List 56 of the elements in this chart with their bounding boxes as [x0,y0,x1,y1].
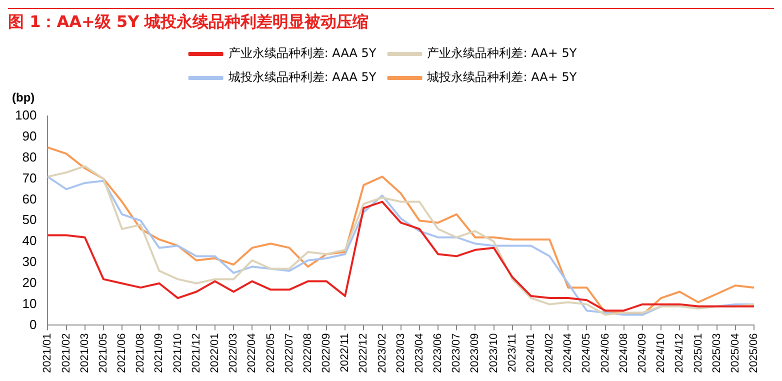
x-tick-label: 2024/04 [562,333,574,374]
y-tick-label: 60 [22,191,37,206]
x-tick-label: 2023/09 [469,333,482,374]
x-tick-label: 2022/12 [358,333,370,374]
x-tick-label: 2024/09 [636,333,649,374]
x-tick-label: 2025/01 [692,333,704,374]
x-tick-label: 2024/02 [544,333,556,374]
x-tick-label: 2022/04 [246,333,258,374]
x-tick-label: 2024/05 [580,333,593,374]
x-tick-label: 2022/01 [209,333,222,374]
x-tick-label: 2022/08 [302,333,314,374]
x-tick-label: 2021/10 [172,333,184,374]
x-tick-label: 2021/01 [42,333,54,374]
y-tick-label: 20 [22,274,37,290]
x-tick-label: 2024/12 [674,333,686,374]
x-tick-label: 2021/12 [190,333,202,374]
legend-label: 产业永续品种利差: AA+ 5Y [427,46,578,60]
x-tick-label: 2021/08 [134,333,147,374]
x-tick-label: 2025/06 [748,333,760,374]
x-tick-label: 2021/03 [78,333,91,374]
x-tick-label: 2022/03 [228,333,240,374]
x-tick-label: 2024/06 [599,333,612,374]
x-tick-label: 2022/11 [339,333,352,372]
y-tick-label: 30 [22,254,37,270]
y-tick-label: 10 [22,296,37,311]
legend-label: 产业永续品种利差: AAA 5Y [228,46,377,60]
x-tick-label: 2024/01 [524,333,537,374]
y-axis-title: (bp) [12,90,35,104]
y-tick-label: 50 [22,212,37,228]
y-tick-label: 80 [22,149,37,164]
x-tick-label: 2023/04 [413,333,426,374]
x-tick-label: 2023/03 [394,333,407,374]
x-tick-label: 2023/07 [450,333,463,374]
x-tick-label: 2025/04 [729,333,742,374]
x-tick-label: 2023/06 [432,333,444,374]
x-tick-label: 2025/03 [710,333,723,374]
x-tick-label: 2024/10 [655,333,668,374]
legend-label: 城投永续品种利差: AA+ 5Y [426,70,578,84]
y-tick-label: 70 [22,170,37,186]
y-tick-label: 0 [29,316,37,332]
x-tick-label: 2023/02 [376,333,388,374]
legend-label: 城投永续品种利差: AAA 5Y [227,70,377,84]
x-tick-label: 2021/05 [97,333,110,374]
y-tick-label: 90 [22,128,37,144]
x-tick-label: 2022/05 [264,333,277,374]
chart-title: 图 1：AA+级 5Y 城投永续品种利差明显被动压缩 [8,8,774,36]
x-tick-label: 2021/02 [60,333,72,374]
x-tick-label: 2022/07 [283,333,296,374]
x-tick-label: 2021/09 [153,333,166,374]
x-tick-label: 2022/09 [320,333,333,374]
x-tick-label: 2023/11 [506,333,518,372]
x-tick-label: 2024/08 [618,333,630,374]
x-tick-label: 2023/10 [488,333,500,374]
y-tick-label: 40 [22,233,37,248]
y-tick-label: 100 [14,108,37,123]
x-tick-label: 2021/06 [116,333,128,374]
